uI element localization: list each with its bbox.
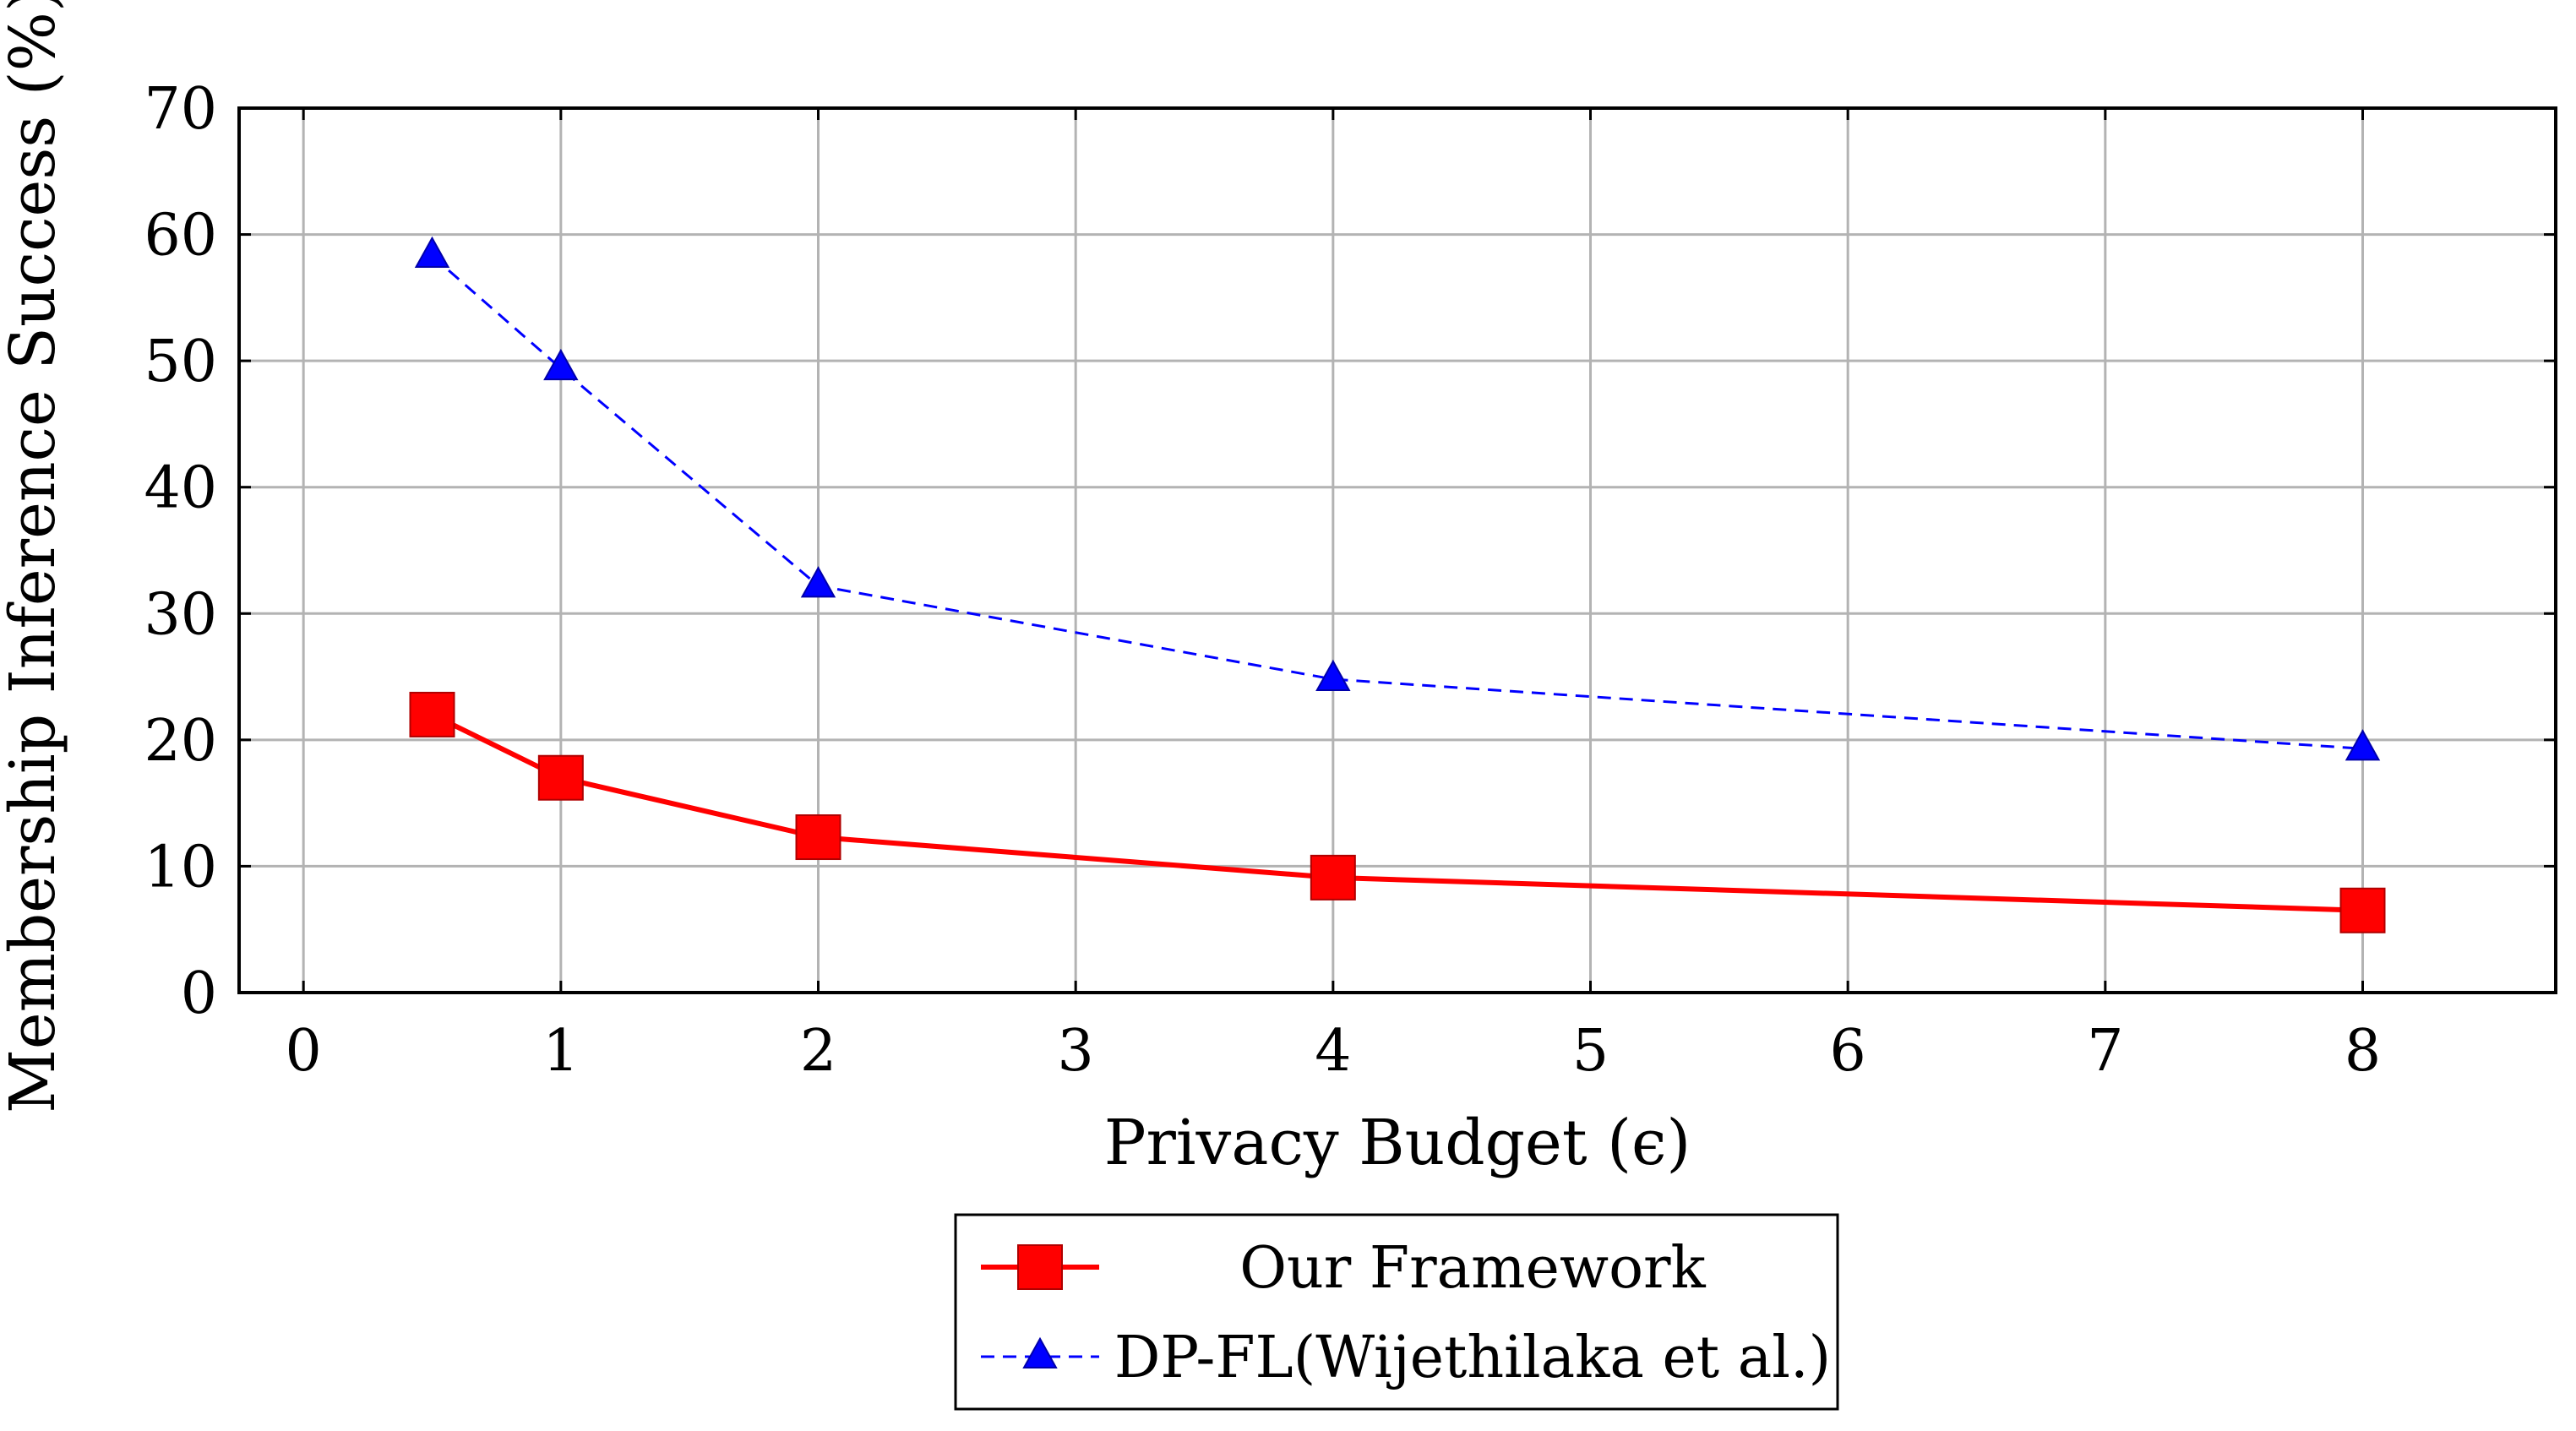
data-point-triangle [414, 236, 450, 268]
y-tick-label: 10 [144, 834, 217, 900]
y-tick-label: 40 [144, 455, 217, 522]
y-tick-label: 30 [144, 581, 217, 648]
x-tick-label: 1 [542, 1018, 579, 1085]
x-tick-label: 5 [1572, 1018, 1609, 1085]
x-tick-label: 7 [2087, 1018, 2123, 1085]
series-layer [409, 236, 2386, 933]
y-tick-label: 20 [144, 708, 217, 775]
data-point-triangle [1315, 659, 1351, 692]
data-point-square [795, 814, 841, 861]
legend-label: DP-FL(Wijethilaka et al.) [1114, 1325, 1831, 1391]
data-point-triangle [2345, 729, 2381, 761]
data-point-square [537, 754, 584, 801]
legend-box [954, 1213, 1839, 1411]
y-tick-label: 50 [144, 329, 217, 395]
x-axis-title: Privacy Budget (ϵ) [1104, 1107, 1691, 1179]
y-tick-label: 70 [144, 76, 217, 143]
y-tick-label: 0 [181, 960, 217, 1027]
data-point-triangle [543, 348, 579, 381]
series-2 [414, 236, 2381, 761]
data-point-square [1017, 1244, 1063, 1290]
y-axis-title: Membership Inference Success (%) [0, 0, 69, 1113]
legend: Our Framework DP-FL(Wijethilaka et al.) [954, 1213, 1839, 1411]
legend-label: Our Framework [1239, 1235, 1706, 1302]
data-point-triangle [1022, 1336, 1058, 1368]
x-tick-label: 0 [286, 1018, 322, 1085]
x-tick-label: 8 [2345, 1018, 2381, 1085]
grid [239, 106, 2556, 994]
series-1 [409, 691, 2386, 933]
series-line [431, 254, 2363, 750]
x-tick-label: 6 [1830, 1018, 1866, 1085]
x-tick-label: 4 [1315, 1018, 1351, 1085]
data-point-triangle [800, 566, 836, 598]
x-tick-label: 3 [1058, 1018, 1094, 1085]
data-point-square [2339, 887, 2386, 933]
x-tick-label: 2 [800, 1018, 836, 1085]
data-point-square [409, 691, 455, 737]
y-tick-label: 60 [144, 203, 217, 269]
series-line [431, 712, 2363, 913]
tick-labels: 0 1 2 3 4 5 6 7 8 0 10 20 30 40 50 60 70 [144, 76, 2556, 1085]
data-point-square [1310, 854, 1356, 900]
plot-frame [237, 106, 2557, 994]
